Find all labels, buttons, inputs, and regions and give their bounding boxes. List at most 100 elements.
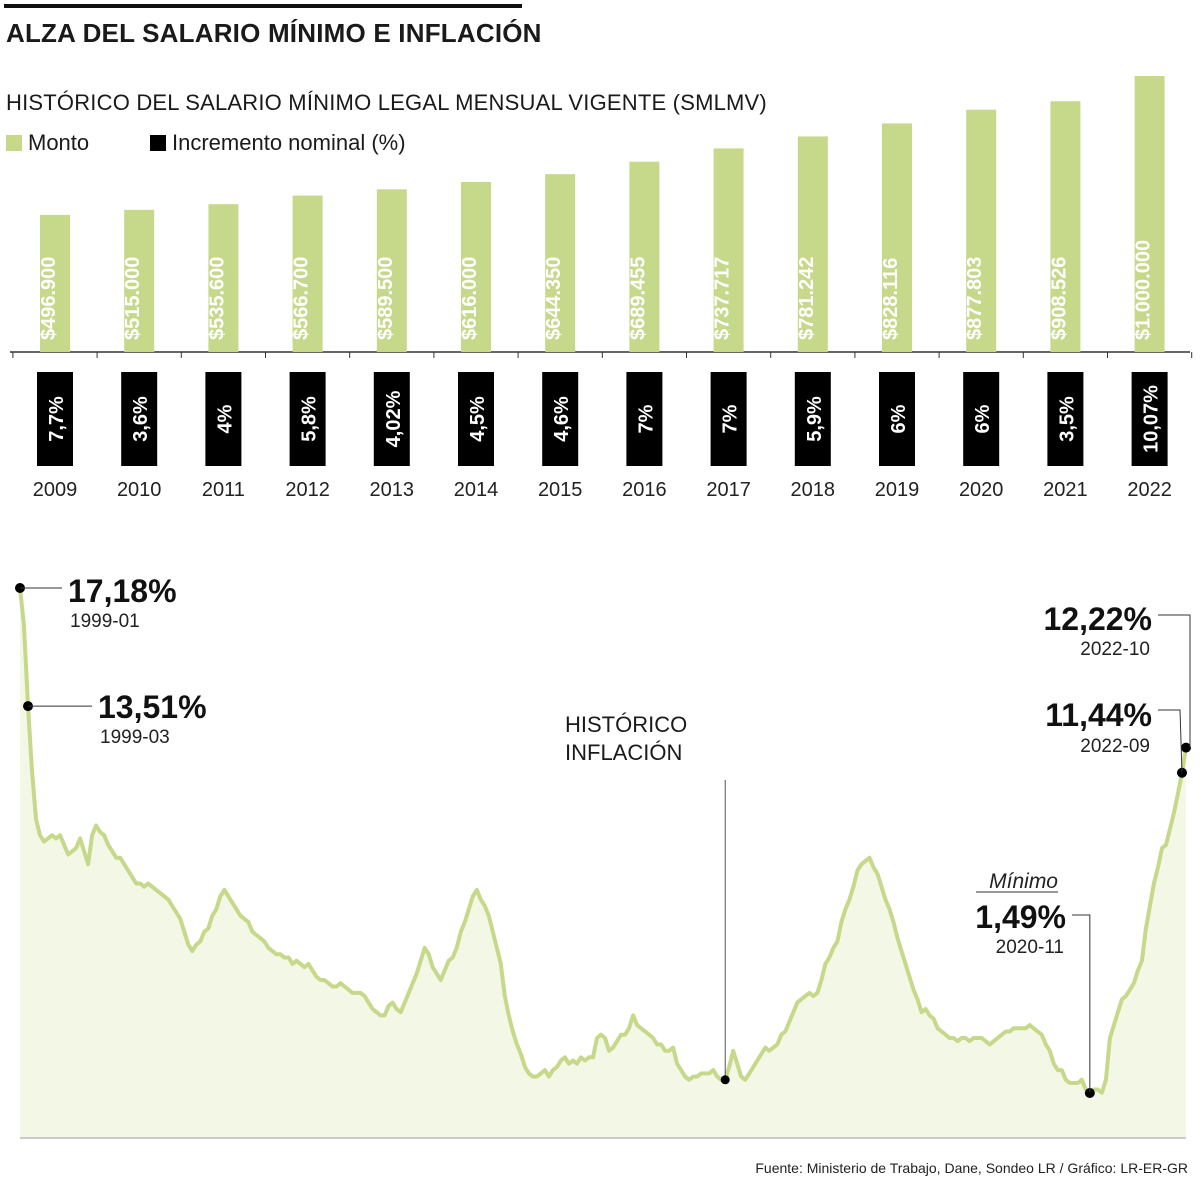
x-tick-label: 2020 (959, 479, 1004, 501)
monto-bar (376, 189, 407, 352)
incremento-value-label: 7% (720, 404, 742, 433)
monto-bar (292, 195, 323, 352)
legend-swatch-incremento (150, 135, 166, 151)
incremento-box (626, 372, 663, 466)
monto-bar (40, 214, 70, 352)
incremento-value-label: 3,5% (1056, 396, 1078, 442)
inflation-chart-title-line1: HISTÓRICO (565, 712, 687, 737)
incremento-value-label: 4% (214, 404, 236, 433)
monto-bar (966, 109, 997, 352)
incremento-value-label: 6% (972, 404, 994, 433)
top-rule (4, 4, 522, 8)
x-tick-label: 2012 (285, 479, 330, 501)
annotation-value: 12,22% (1043, 601, 1152, 637)
monto-bar (545, 174, 576, 352)
monto-value-label: $737.717 (712, 257, 734, 340)
x-tick-label: 2010 (117, 479, 162, 501)
inflation-chart-title-line2: INFLACIÓN (565, 740, 682, 765)
annotation-leader (1158, 709, 1183, 773)
bar-chart-subtitle: HISTÓRICO DEL SALARIO MÍNIMO LEGAL MENSU… (6, 90, 767, 115)
incremento-box (373, 372, 410, 466)
incremento-value-label: 4,6% (551, 396, 573, 442)
annotation-value: 11,44% (1045, 697, 1152, 733)
annotation-date: 2022-10 (1080, 639, 1150, 660)
annotation-date: 2022-09 (1080, 736, 1150, 757)
annotation-date: 2020-11 (996, 937, 1064, 958)
annotation-value: 1,49% (975, 899, 1066, 935)
incremento-value-label: 10,07% (1141, 385, 1163, 453)
monto-value-label: $689.455 (627, 257, 649, 340)
incremento-box (205, 372, 242, 466)
monto-value-label: $781.242 (796, 257, 818, 340)
monto-value-label: $589.500 (375, 257, 397, 340)
x-tick-label: 2014 (454, 479, 499, 501)
incremento-value-label: 4,5% (467, 396, 489, 442)
source-note: Fuente: Ministerio de Trabajo, Dane, Son… (755, 1160, 1188, 1176)
annotation-value: 17,18% (68, 573, 177, 609)
legend-item-monto: Monto (6, 130, 89, 156)
x-tick-label: 2009 (33, 479, 78, 501)
incremento-box (121, 372, 158, 466)
legend-label-incremento: Incremento nominal (%) (172, 130, 406, 155)
x-tick-label: 2021 (1043, 479, 1088, 501)
x-tick-label: 2016 (622, 479, 667, 501)
monto-value-label: $908.526 (1048, 257, 1070, 340)
monto-bar (713, 148, 744, 352)
inflation-line (18, 587, 1188, 1095)
incremento-value-label: 5,8% (299, 396, 321, 442)
annotation-leader (1158, 614, 1191, 748)
incremento-box (289, 372, 326, 466)
annotation-leader (1072, 914, 1091, 1093)
incremento-box (963, 372, 1000, 466)
legend-swatch-monto (6, 135, 22, 151)
x-tick-label: 2018 (791, 479, 836, 501)
incremento-value-label: 7,7% (46, 396, 68, 442)
incremento-box (1131, 372, 1168, 466)
incremento-box (458, 372, 494, 466)
incremento-box (879, 372, 915, 466)
monto-value-label: $877.803 (964, 257, 986, 340)
incremento-value-label: 4,02% (383, 390, 405, 447)
inflation-title-marker (720, 1075, 730, 1085)
monto-value-label: $1.000.000 (1133, 240, 1155, 340)
incremento-box (710, 372, 747, 466)
x-tick-label: 2022 (1127, 479, 1172, 501)
incremento-box (794, 372, 831, 466)
monto-bar (629, 161, 660, 352)
x-tick-label: 2015 (538, 479, 583, 501)
monto-value-label: $828.116 (880, 258, 902, 340)
annotation-date: 1999-03 (100, 727, 170, 748)
monto-value-label: $496.900 (38, 257, 60, 340)
x-tick-label: 2011 (202, 479, 245, 501)
incremento-box (542, 372, 579, 466)
monto-value-label: $515.000 (122, 257, 144, 340)
x-tick-label: 2017 (706, 479, 751, 501)
annotation-marker (1181, 742, 1191, 753)
monto-value-label: $616.000 (459, 257, 481, 340)
monto-value-label: $535.600 (206, 257, 228, 340)
incremento-value-label: 7% (635, 404, 657, 433)
inflation-area (20, 588, 1186, 1138)
monto-bar (1050, 101, 1081, 352)
annotation-date: 1999-01 (70, 611, 140, 632)
incremento-box (1047, 372, 1084, 466)
monto-bar (797, 136, 828, 352)
incremento-box (37, 372, 73, 466)
legend-label-monto: Monto (28, 130, 90, 155)
monto-value-label: $566.700 (291, 257, 313, 340)
chart-title: ALZA DEL SALARIO MÍNIMO E INFLACIÓN (6, 18, 542, 48)
x-tick-label: 2013 (370, 479, 415, 501)
annotation-minimo-label: Mínimo (989, 870, 1058, 893)
monto-value-label: $644.350 (543, 257, 565, 340)
monto-bar (124, 209, 155, 352)
monto-bar (461, 181, 491, 352)
incremento-value-label: 3,6% (130, 396, 152, 442)
incremento-value-label: 5,9% (804, 396, 826, 442)
legend-item-incremento: Incremento nominal (%) (150, 130, 406, 156)
monto-bar (882, 123, 912, 352)
monto-bar (208, 204, 239, 352)
x-tick-label: 2019 (875, 479, 920, 501)
annotation-value: 13,51% (98, 689, 207, 725)
incremento-value-label: 6% (888, 404, 910, 433)
